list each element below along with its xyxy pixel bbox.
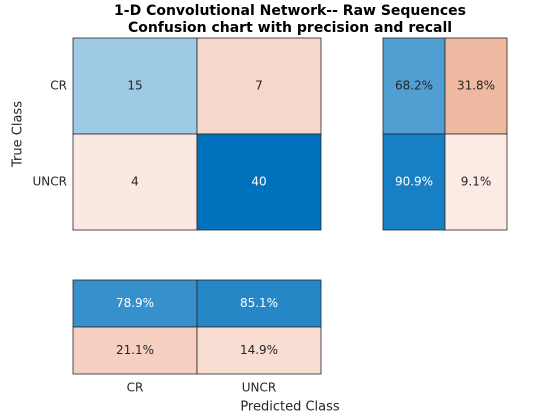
chart-subtitle: Confusion chart with precision and recal… [128,20,452,36]
row-summary-cell-label: 9.1% [461,175,492,189]
chart-title: 1-D Convolutional Network-- Raw Sequence… [114,3,466,19]
matrix-cell [72,133,198,231]
matrix-cell-label: 40 [251,175,266,189]
row-summary-cell [444,133,508,231]
matrix-cell-label: 15 [127,79,142,93]
column-summary-cell [196,279,322,328]
matrix-cell [196,133,322,231]
y-tick-label: UNCR [33,175,67,189]
row-summary-cell [444,37,508,135]
row-summary-cell-label: 90.9% [395,175,433,189]
row-summary-cell [382,133,446,231]
column-summary-cell [196,326,322,375]
column-summary-cell-label: 21.1% [116,343,154,357]
matrix-cell [196,37,322,135]
matrix-cell-label: 4 [131,175,139,189]
x-tick-label: UNCR [242,381,276,395]
matrix-cell-label: 7 [255,79,263,93]
column-summary-cell-label: 14.9% [240,343,278,357]
y-tick-label: CR [50,79,67,93]
x-tick-label: CR [127,381,144,395]
row-summary-cell-label: 68.2% [395,79,433,93]
column-summary-cell-label: 78.9% [116,296,154,310]
row-summary-cell-label: 31.8% [457,79,495,93]
row-summary-cell [382,37,446,135]
matrix-cell [72,37,198,135]
column-summary-cell-label: 85.1% [240,296,278,310]
x-axis-label: Predicted Class [240,400,340,415]
y-axis-label: True Class [11,101,26,168]
